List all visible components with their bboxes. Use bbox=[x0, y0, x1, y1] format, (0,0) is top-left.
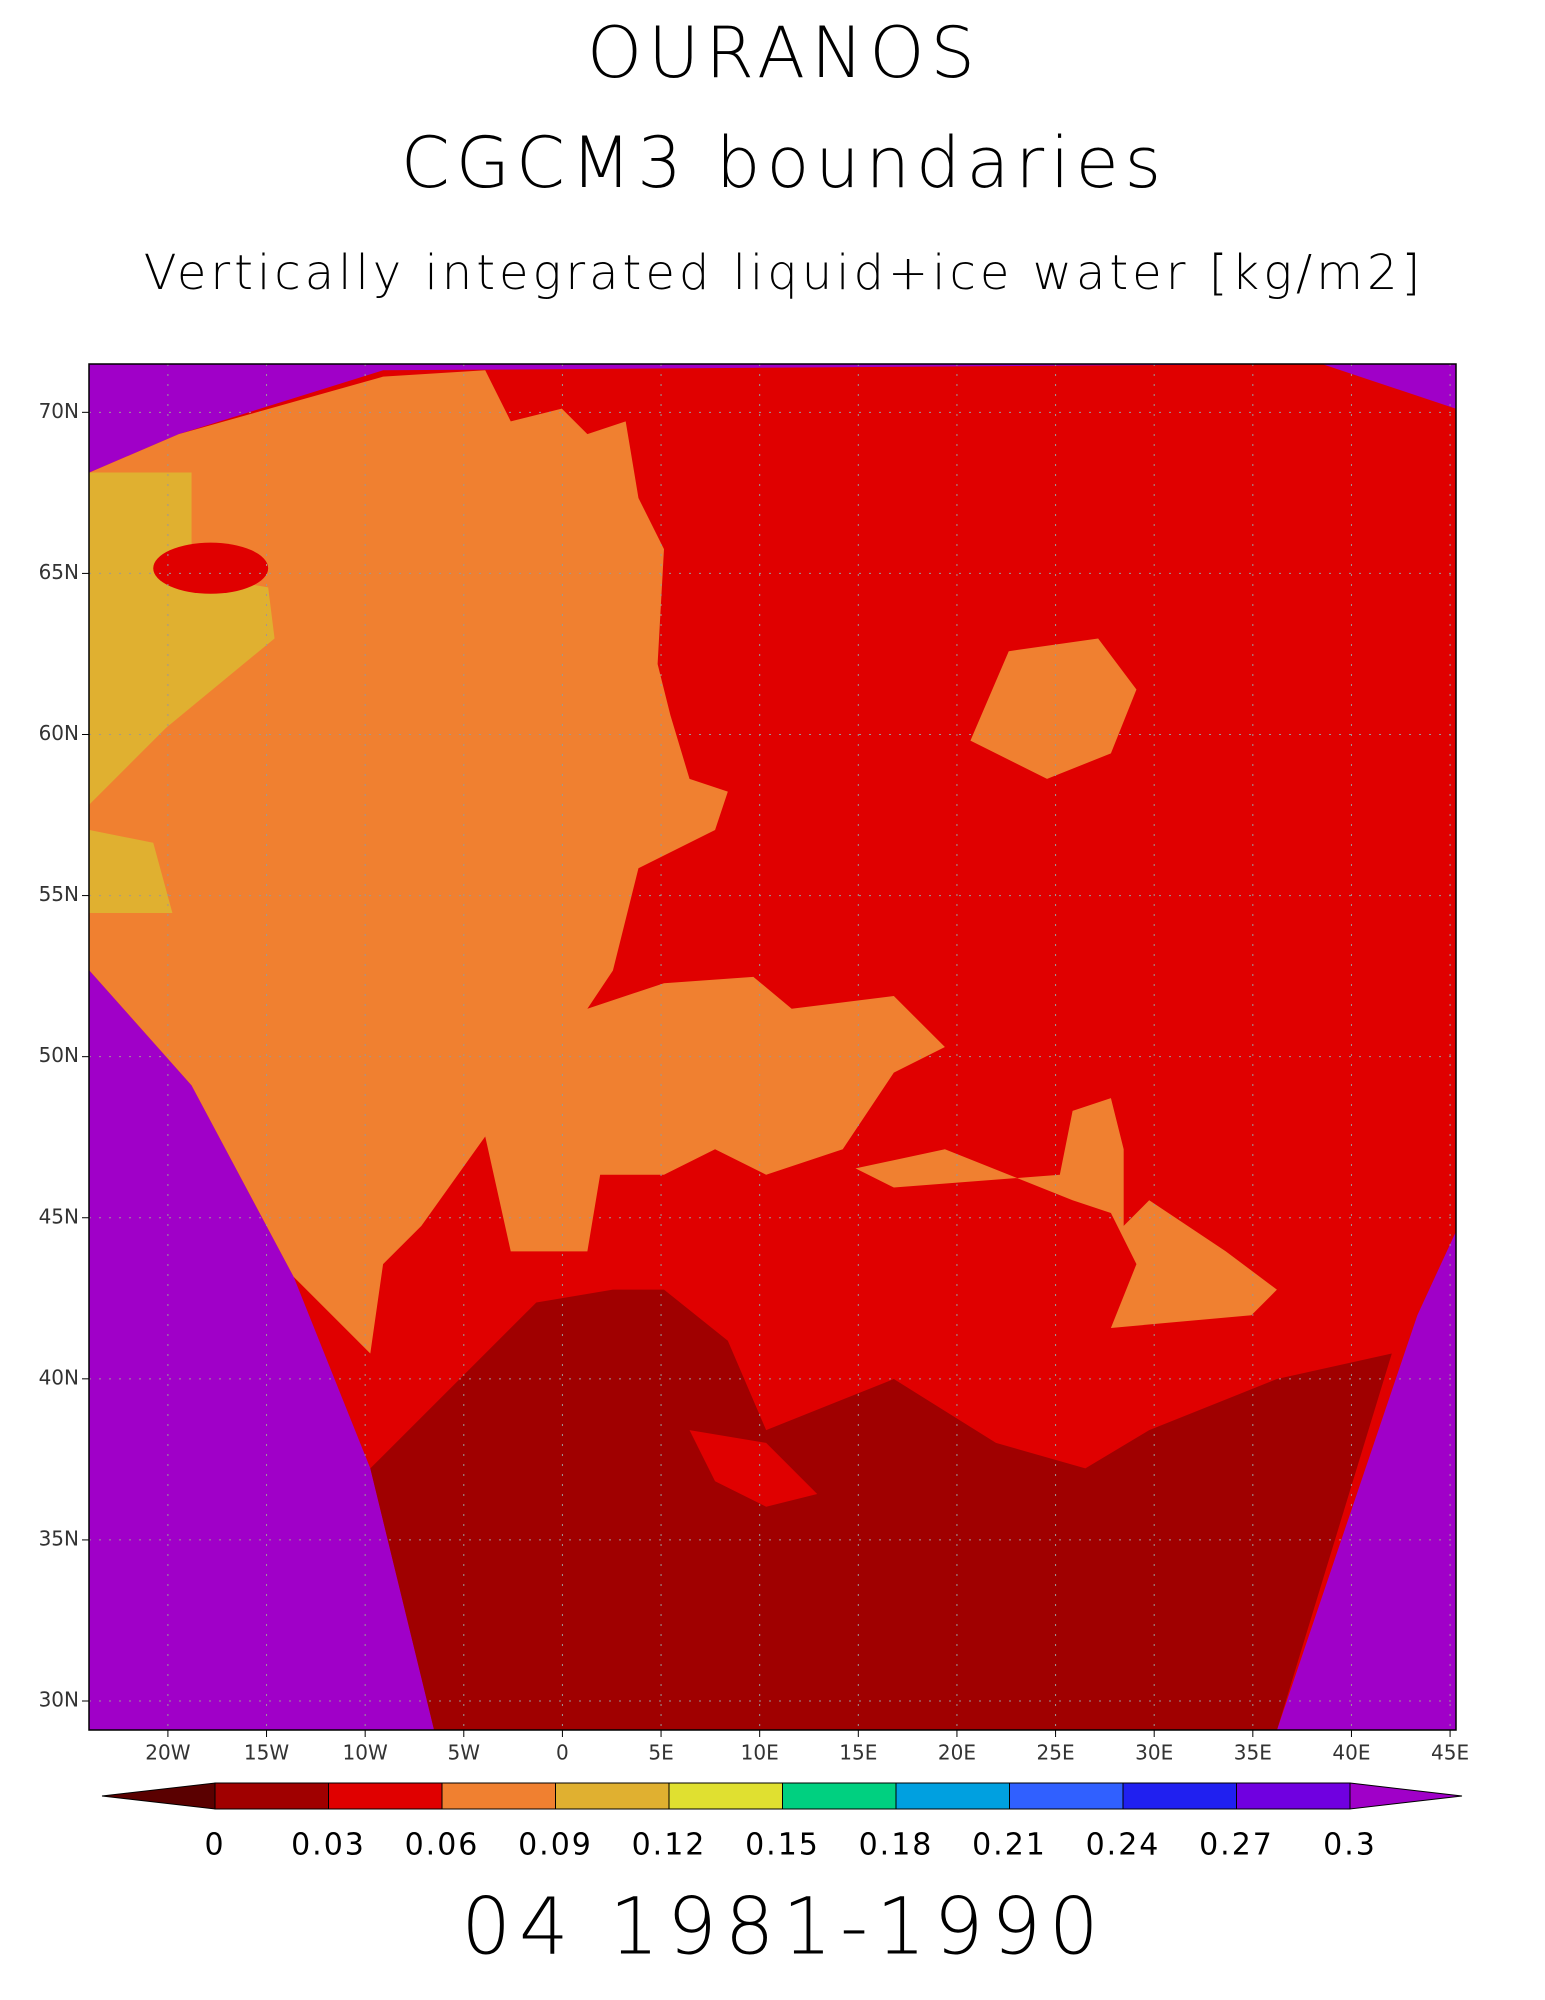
variable-label: Vertically integrated liquid+ice water [… bbox=[144, 245, 1424, 301]
subtitle: CGCM3 boundaries bbox=[401, 122, 1167, 204]
colorbar-box bbox=[214, 1782, 329, 1810]
colorbar-label: 0.12 bbox=[632, 1828, 707, 1863]
x-tick-label: 40E bbox=[1332, 1741, 1370, 1765]
x-tick-label: 20E bbox=[938, 1741, 976, 1765]
map-region bbox=[89, 472, 275, 805]
colorbar-box bbox=[1236, 1782, 1351, 1810]
period-label: 04 1981-1990 bbox=[461, 1883, 1106, 1973]
colorbar-label: 0.18 bbox=[859, 1828, 934, 1863]
colorbar-label: 0.3 bbox=[1323, 1828, 1377, 1863]
colorbar-box bbox=[441, 1782, 556, 1810]
colorbar-label: 0.24 bbox=[1086, 1828, 1161, 1863]
colorbar-label: 0.27 bbox=[1199, 1828, 1274, 1863]
colorbar-box bbox=[1122, 1782, 1237, 1810]
colorbar-box bbox=[328, 1782, 443, 1810]
colorbar-label: 0.21 bbox=[972, 1828, 1047, 1863]
colorbar-label: 0.15 bbox=[745, 1828, 820, 1863]
x-tick-label: 0 bbox=[556, 1741, 569, 1765]
y-tick-label: 30N bbox=[39, 1688, 79, 1712]
x-tick-label: 45E bbox=[1431, 1741, 1469, 1765]
x-tick-label: 10E bbox=[741, 1741, 779, 1765]
colorbar-triangle bbox=[101, 1782, 216, 1810]
map-region bbox=[970, 638, 1137, 779]
y-tick-label: 35N bbox=[39, 1526, 79, 1550]
map-region bbox=[89, 370, 945, 1354]
y-tick-label: 45N bbox=[39, 1204, 79, 1228]
y-tick-label: 70N bbox=[39, 399, 79, 423]
y-tick-label: 65N bbox=[39, 560, 79, 584]
x-tick-label: 15W bbox=[244, 1741, 289, 1765]
map-region bbox=[689, 1430, 818, 1507]
x-tick-label: 25E bbox=[1037, 1741, 1075, 1765]
y-tick-label: 60N bbox=[39, 721, 79, 745]
colorbar-label: 0.09 bbox=[518, 1828, 593, 1863]
y-tick-label: 55N bbox=[39, 882, 79, 906]
colorbar-box bbox=[895, 1782, 1010, 1810]
colorbar-label: 0.03 bbox=[291, 1828, 366, 1863]
y-tick-label: 50N bbox=[39, 1043, 79, 1067]
x-tick-label: 10W bbox=[343, 1741, 388, 1765]
x-tick-label: 15E bbox=[839, 1741, 877, 1765]
colorbar-label: 0 bbox=[204, 1828, 225, 1863]
title: OURANOS bbox=[587, 12, 981, 94]
map-region bbox=[153, 542, 269, 594]
map bbox=[89, 363, 1456, 1731]
map-region bbox=[89, 829, 173, 913]
x-tick-label: 35E bbox=[1234, 1741, 1272, 1765]
colorbar-triangle bbox=[1349, 1782, 1463, 1810]
x-tick-label: 5W bbox=[448, 1741, 481, 1765]
colorbar-box bbox=[668, 1782, 783, 1810]
plot-frame bbox=[88, 363, 1457, 1731]
x-tick-label: 30E bbox=[1135, 1741, 1173, 1765]
colorbar-label: 0.06 bbox=[405, 1828, 480, 1863]
axes: 20W 15W 10W 5W 0 5E 10E 15E 20E 25E 30E 35E 40E 45E 30… bbox=[39, 363, 1469, 1765]
colorbar-box bbox=[1009, 1782, 1124, 1810]
colorbar-box bbox=[555, 1782, 670, 1810]
map-region bbox=[370, 1289, 1392, 1731]
x-tick-label: 20W bbox=[145, 1741, 190, 1765]
x-tick-label: 5E bbox=[648, 1741, 673, 1765]
colorbar-box bbox=[782, 1782, 897, 1810]
y-tick-label: 40N bbox=[39, 1365, 79, 1389]
